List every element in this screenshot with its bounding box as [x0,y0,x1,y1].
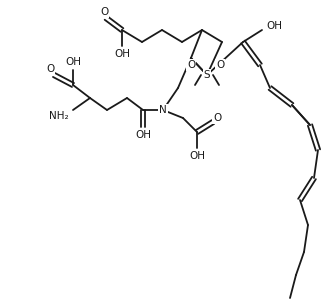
Text: S: S [204,70,210,80]
Text: OH: OH [65,57,81,67]
Text: OH: OH [114,49,130,59]
Text: O: O [46,64,54,74]
Text: N: N [159,105,167,115]
Text: OH: OH [135,130,151,140]
Text: O: O [216,60,224,70]
Text: OH: OH [189,151,205,161]
Text: NH₂: NH₂ [49,111,69,121]
Text: O: O [100,7,108,17]
Text: O: O [187,60,195,70]
Text: O: O [213,113,221,123]
Text: OH: OH [266,21,282,31]
